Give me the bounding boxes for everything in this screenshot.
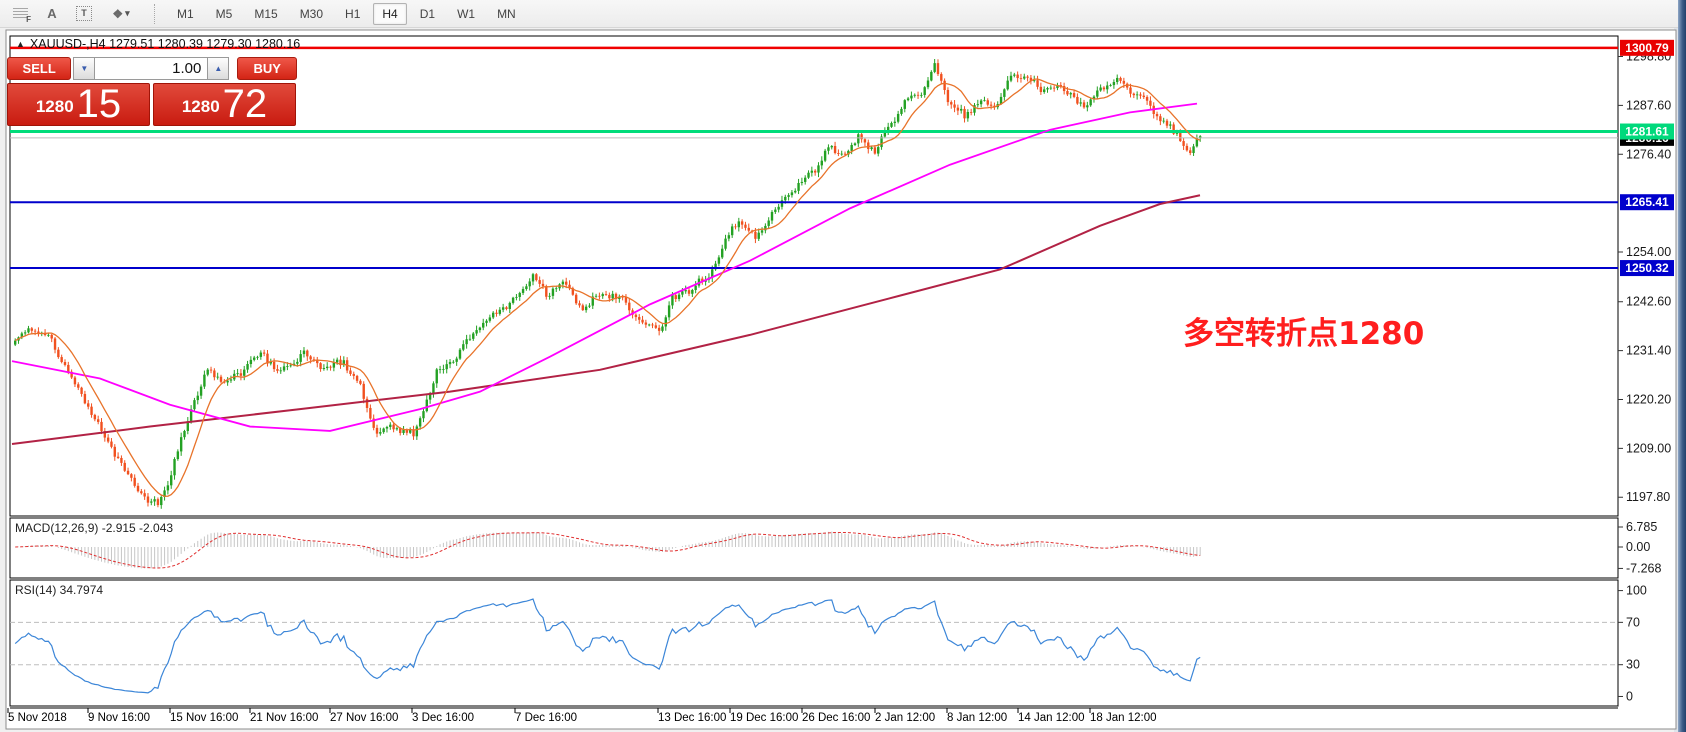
volume-increase-button[interactable]: ▲	[207, 57, 230, 80]
svg-text:27 Nov 16:00: 27 Nov 16:00	[330, 712, 398, 724]
ma-mid-line	[11, 102, 1198, 432]
tf-button-h1[interactable]: H1	[345, 6, 361, 21]
bid-pips: 15	[76, 82, 122, 126]
chart-title: ▲ XAUUSD-,H4 1279.51 1280.39 1279.30 128…	[16, 37, 300, 51]
svg-text:0: 0	[1626, 689, 1633, 703]
svg-text:13 Dec 16:00: 13 Dec 16:00	[658, 712, 726, 724]
toolbar-separator	[154, 3, 156, 24]
macd-layer: 6.785 0.00 -7.268	[15, 520, 1661, 575]
tf-button-h4[interactable]: H4	[373, 2, 407, 25]
time-axis: 5 Nov 2018 9 Nov 16:00 15 Nov 16:00 21 Nov …	[7, 707, 1618, 724]
volume-stepper: ▼ ▲	[73, 57, 230, 80]
svg-text:100: 100	[1626, 584, 1647, 598]
svg-text:1231.40: 1231.40	[1626, 344, 1671, 358]
svg-text:15 Nov 16:00: 15 Nov 16:00	[170, 712, 238, 724]
tf-button-w1[interactable]: W1	[457, 6, 476, 21]
macd-signal-line	[15, 531, 1201, 569]
title-marker-icon: ▲	[16, 39, 25, 49]
svg-text:-7.268: -7.268	[1626, 561, 1661, 575]
ma-fast-line	[14, 78, 1201, 497]
chart-shift-label: F	[26, 14, 31, 24]
text-label-glyph: A	[47, 6, 57, 21]
object-select-glyph: ❖	[112, 6, 124, 21]
tf-button-m1[interactable]: M1	[177, 6, 194, 21]
svg-text:1242.60: 1242.60	[1626, 295, 1671, 309]
sell-button[interactable]: SELL	[7, 57, 72, 80]
chart-annotation-text: 多空转折点1280	[1183, 316, 1425, 352]
candles-layer	[14, 59, 1202, 509]
svg-text:14 Jan 12:00: 14 Jan 12:00	[1018, 712, 1085, 724]
macd-label: MACD(12,26,9) -2.915 -2.043	[15, 521, 174, 535]
svg-text:21 Nov 16:00: 21 Nov 16:00	[250, 712, 318, 724]
text-box-glyph: T	[76, 6, 92, 21]
ask-pips: 72	[222, 82, 268, 126]
tf-button-m15[interactable]: M15	[254, 6, 278, 21]
rsi-layer: 100 70 30 0	[10, 584, 1647, 703]
svg-text:6.785: 6.785	[1626, 520, 1657, 534]
tf-button-d1[interactable]: D1	[419, 6, 436, 21]
svg-text:26 Dec 16:00: 26 Dec 16:00	[802, 712, 870, 724]
tf-button-m5[interactable]: M5	[215, 6, 233, 21]
svg-text:30: 30	[1626, 658, 1640, 672]
toolbar: F A T ❖ ▾ M1 M5 M15 M30 H1 H4 D1 W1 MN	[0, 0, 1679, 28]
volume-decrease-button[interactable]: ▼	[73, 57, 96, 80]
price-axis: 1298.801287.601276.401254.001242.601231.…	[1618, 39, 1674, 504]
symbol-ohlc-text: XAUUSD-,H4 1279.51 1280.39 1279.30 1280.…	[29, 37, 301, 51]
svg-text:19 Dec 16:00: 19 Dec 16:00	[730, 712, 798, 724]
svg-text:1220.20: 1220.20	[1626, 392, 1671, 406]
object-select-icon[interactable]: ❖ ▾	[102, 2, 140, 26]
buy-button[interactable]: BUY	[237, 57, 297, 80]
svg-text:1265.41: 1265.41	[1625, 195, 1669, 209]
trade-panel-row1: SELL ▼ ▲ BUY	[7, 57, 297, 80]
bid-big-figure: 1280	[35, 97, 74, 116]
bid-price-box[interactable]: 1280 15	[7, 83, 150, 126]
rsi-line	[14, 598, 1201, 694]
macd-panel[interactable]	[9, 517, 1619, 579]
ask-big-figure: 1280	[181, 97, 220, 116]
svg-text:3 Dec 16:00: 3 Dec 16:00	[412, 712, 474, 724]
svg-text:7 Dec 16:00: 7 Dec 16:00	[515, 712, 577, 724]
svg-text:70: 70	[1626, 615, 1640, 629]
svg-text:18 Jan 12:00: 18 Jan 12:00	[1090, 712, 1157, 724]
rsi-label: RSI(14) 34.7974	[15, 583, 104, 597]
trade-panel-row2: 1280 15 1280 72	[7, 83, 297, 126]
tf-button-mn[interactable]: MN	[497, 6, 516, 21]
svg-text:1250.32: 1250.32	[1625, 261, 1669, 275]
svg-text:1287.60: 1287.60	[1626, 98, 1671, 112]
svg-text:1254.00: 1254.00	[1626, 245, 1671, 259]
svg-text:0.00: 0.00	[1626, 540, 1650, 554]
text-box-icon[interactable]: T	[70, 2, 98, 26]
text-label-icon[interactable]: A	[38, 2, 66, 26]
svg-text:1281.61: 1281.61	[1625, 125, 1669, 139]
svg-text:1209.00: 1209.00	[1626, 441, 1671, 455]
tf-button-m30[interactable]: M30	[299, 6, 324, 21]
svg-text:2 Jan 12:00: 2 Jan 12:00	[875, 712, 935, 724]
svg-text:1276.40: 1276.40	[1626, 147, 1671, 161]
chart-shift-icon[interactable]: F	[6, 2, 34, 26]
svg-text:9 Nov 16:00: 9 Nov 16:00	[88, 712, 150, 724]
svg-text:1197.80: 1197.80	[1626, 490, 1670, 504]
svg-text:8 Jan 12:00: 8 Jan 12:00	[947, 712, 1007, 724]
rsi-panel[interactable]	[9, 579, 1619, 707]
chevron-down-icon: ▾	[125, 8, 130, 18]
ma-slow-line	[11, 194, 1201, 445]
svg-text:1300.79: 1300.79	[1625, 41, 1669, 55]
level-lines-layer	[10, 46, 1618, 270]
window-right-border	[1678, 0, 1686, 732]
dotted-grid-icon	[12, 7, 28, 20]
svg-text:5 Nov 2018: 5 Nov 2018	[8, 712, 67, 724]
volume-input[interactable]	[95, 57, 208, 80]
ask-price-box[interactable]: 1280 72	[153, 83, 296, 126]
one-click-trade-panel: SELL ▼ ▲ BUY 1280 15 1280 72	[7, 57, 297, 126]
